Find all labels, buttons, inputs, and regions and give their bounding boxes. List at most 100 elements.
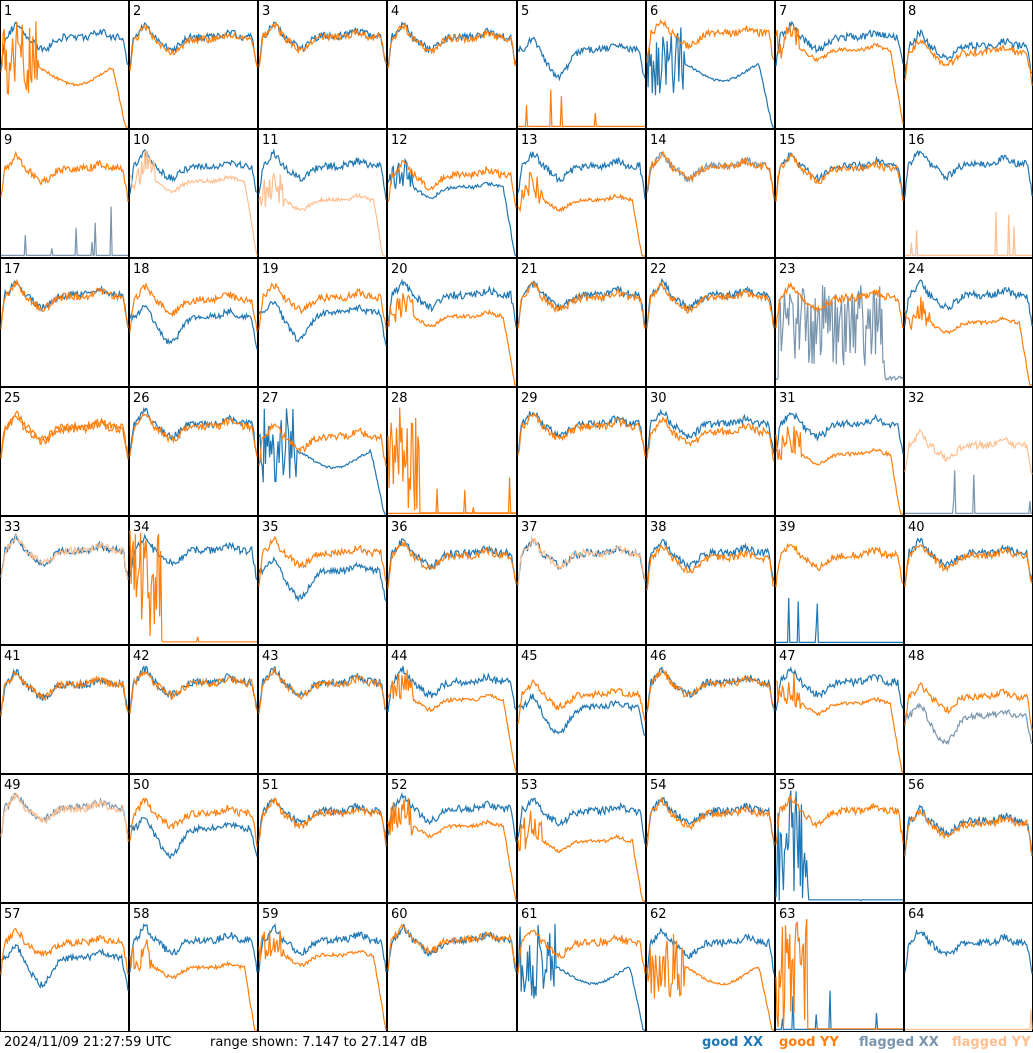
panel-label: 10	[133, 133, 150, 148]
series-xx	[0, 410, 129, 458]
series-yy	[258, 282, 387, 330]
series-xx	[775, 790, 903, 902]
panel-frame	[646, 774, 775, 903]
panel-label: 47	[779, 649, 796, 664]
series-yy	[258, 930, 387, 1030]
series-xx	[646, 277, 775, 327]
series-yy	[258, 535, 387, 587]
series-yy	[129, 150, 258, 257]
panel-label: 54	[650, 778, 667, 793]
panel-44: 44	[387, 645, 517, 774]
panel-37: 37	[517, 516, 646, 645]
panel-label: 63	[779, 907, 796, 922]
panel-frame	[129, 387, 258, 516]
series-xx	[775, 411, 904, 454]
legend-good-xx: good XX	[702, 1035, 764, 1050]
timestamp: 2024/11/09 21:27:59 UTC	[4, 1035, 172, 1050]
series-yy	[129, 530, 257, 643]
series-yy	[517, 281, 646, 329]
panel-30: 30	[646, 387, 775, 516]
panel-53: 53	[517, 774, 646, 903]
panel-24: 24	[904, 258, 1033, 387]
panel-1: 1	[0, 0, 129, 129]
panel-frame	[129, 516, 258, 645]
panel-frame	[517, 516, 646, 645]
panel-label: 51	[262, 778, 279, 793]
panel-62: 62	[646, 903, 775, 1032]
series-xx	[646, 538, 775, 586]
series-xx	[258, 148, 387, 200]
series-yy	[775, 918, 903, 1030]
panel-9: 9	[0, 129, 129, 258]
panel-frame	[0, 774, 129, 903]
panel-label: 19	[262, 262, 279, 277]
series-yy	[258, 21, 387, 68]
series-xx	[517, 923, 645, 1031]
panel-label: 62	[650, 907, 667, 922]
panel-label: 24	[908, 262, 925, 277]
panel-label: 11	[262, 133, 279, 148]
panel-27: 27	[258, 387, 387, 516]
series-xx	[387, 665, 517, 713]
panel-47: 47	[775, 645, 904, 774]
series-xx	[517, 797, 646, 845]
legend-flagged-yy: flagged YY	[952, 1035, 1031, 1050]
series-xx	[129, 148, 258, 195]
series-xx	[258, 408, 386, 515]
panel-13: 13	[517, 129, 646, 258]
series-xx	[129, 304, 258, 350]
series-yy	[129, 282, 258, 333]
panel-label: 38	[650, 520, 667, 535]
series-yy	[646, 668, 775, 713]
panel-frame	[904, 387, 1033, 516]
panel-59: 59	[258, 903, 387, 1032]
series-yy	[517, 535, 646, 586]
panel-frame	[0, 516, 129, 645]
panel-31: 31	[775, 387, 904, 516]
series-yy	[775, 281, 904, 329]
panel-3: 3	[258, 0, 387, 129]
legend-good-yy: good YY	[779, 1035, 839, 1050]
panel-29: 29	[517, 387, 646, 516]
panel-12: 12	[387, 129, 517, 258]
panel-64: 64	[904, 903, 1033, 1032]
panel-label: 35	[262, 520, 279, 535]
series-yy	[0, 792, 129, 843]
panel-label: 26	[133, 391, 150, 406]
panel-label: 34	[133, 520, 150, 535]
panel-58: 58	[129, 903, 258, 1032]
series-yy	[775, 24, 904, 125]
panel-frame	[129, 645, 258, 774]
panel-label: 15	[779, 133, 796, 148]
panel-49: 49	[0, 774, 129, 903]
panel-36: 36	[387, 516, 517, 645]
series-xx	[517, 36, 646, 82]
panel-label: 48	[908, 649, 925, 664]
series-yy	[387, 797, 517, 901]
footer: 2024/11/09 21:27:59 UTC range shown: 7.1…	[0, 1032, 1033, 1053]
panel-label: 46	[650, 649, 667, 664]
series-yy	[0, 670, 129, 716]
panel-label: 14	[650, 133, 667, 148]
series-yy	[129, 413, 258, 457]
series-yy	[258, 422, 387, 467]
panel-frame	[0, 387, 129, 516]
panel-frame	[0, 129, 129, 258]
panel-15: 15	[775, 129, 904, 258]
panel-frame	[646, 258, 775, 387]
series-yy	[387, 407, 516, 514]
panel-frame	[517, 0, 646, 129]
panel-frame	[646, 516, 775, 645]
panel-label: 39	[779, 520, 796, 535]
panel-frame	[387, 258, 517, 387]
panel-label: 52	[391, 778, 408, 793]
panel-8: 8	[904, 0, 1033, 129]
series-yy	[387, 21, 517, 69]
panel-39: 39	[775, 516, 904, 645]
panel-10: 10	[129, 129, 258, 258]
series-yy	[258, 796, 387, 847]
panel-11: 11	[258, 129, 387, 258]
series-xx	[129, 817, 258, 860]
panel-label: 31	[779, 391, 796, 406]
panel-60: 60	[387, 903, 517, 1032]
